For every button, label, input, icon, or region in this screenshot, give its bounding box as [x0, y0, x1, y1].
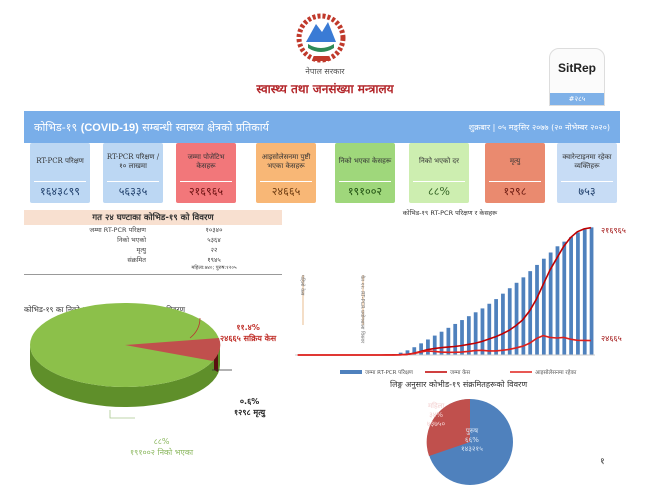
- test-bar: [541, 258, 546, 355]
- gender-pie-chart: [426, 398, 513, 485]
- sitrep-badge: SitRep #२८५: [549, 48, 605, 106]
- sitrep-number: #२८५: [550, 93, 604, 105]
- stat-card-value: २१६९६५: [188, 185, 224, 198]
- legend-label: आइसोलेसनमा रहेका: [535, 369, 577, 376]
- last-24h-title: गत २४ घण्टाका कोभिड-१९ को विवरण: [24, 210, 282, 225]
- stat-card: मृत्यु १२९८: [485, 143, 545, 203]
- test-bar: [528, 271, 533, 355]
- annotation-text: पहिलो केस: [299, 275, 306, 296]
- isolation-line: [297, 334, 591, 356]
- stat-card-value: ५६३३५: [118, 185, 148, 198]
- death-label: ०.६% १२९८ मृत्यु: [234, 397, 266, 417]
- test-bar: [439, 331, 444, 355]
- test-bar: [398, 352, 403, 355]
- test-bar: [582, 229, 587, 355]
- test-bar: [535, 264, 539, 355]
- test-bar: [419, 343, 423, 355]
- end-label-active: २४६६५: [601, 334, 622, 343]
- stat-card-label: आइसोलेसनमा पुष्टी भएका केसहरू: [261, 152, 311, 170]
- test-bar: [487, 303, 492, 355]
- test-bar: [494, 299, 498, 355]
- test-bar: [446, 327, 451, 355]
- stat-card: RT-PCR परिक्षण १६४३८९९: [30, 143, 90, 203]
- stat-card: आइसोलेसनमा पुष्टी भएका केसहरू २४६६५: [256, 143, 316, 203]
- test-bar: [501, 293, 505, 355]
- stat-card: RT-PCR परिक्षण /१० लाखमा ५६३३५: [103, 143, 163, 203]
- test-bar: [507, 288, 512, 355]
- legend-label: जम्मा केस: [450, 369, 470, 376]
- stat-card-label: क्वारेन्टाइनमा रहेका व्यक्तिहरू: [562, 152, 612, 170]
- test-bar: [548, 252, 553, 355]
- male-label: पुरुष ६६% १४३२१५: [461, 427, 483, 453]
- active-label: ११.४% २४६६५ सक्रिय केस: [220, 323, 277, 343]
- stat-card: निको भएका केसहरू १९१००२: [335, 143, 395, 203]
- stat-card: क्वारेन्टाइनमा रहेका व्यक्तिहरू ७५३: [557, 143, 617, 203]
- stat-card: जम्मा पोजेटिभ केसहरू २१६९६५: [176, 143, 236, 203]
- stat-card-label: RT-PCR परिक्षण /१० लाखमा: [106, 152, 160, 170]
- test-bar: [480, 308, 485, 355]
- test-bar: [412, 347, 417, 355]
- stat-card-value: १६४३८९९: [39, 185, 81, 198]
- pie-side-green: [30, 345, 220, 407]
- test-bar: [405, 350, 410, 355]
- test-bar: [432, 335, 437, 355]
- end-label-total: २१६९६५: [601, 226, 626, 235]
- government-label: नेपाल सरकार: [305, 67, 345, 76]
- test-bar: [569, 236, 573, 355]
- recovered-label: ८८% १९१००२ निको भएका: [130, 437, 194, 457]
- chart-title: कोभिड-१९ RT-PCR परिक्षण र केसहरू: [402, 209, 498, 217]
- title-banner: कोभिड-१९ (COVID-19) सम्बन्धी स्वास्थ्य क…: [24, 111, 620, 143]
- test-bar: [473, 312, 478, 355]
- test-bar: [555, 246, 560, 355]
- stat-card-value: ७५३: [578, 185, 596, 198]
- table-row: मृत्यु २२: [136, 246, 218, 254]
- stat-card-label: जम्मा पोजेटिभ केसहरू: [187, 152, 225, 170]
- stat-card-label: निको भएका केसहरू: [338, 157, 392, 166]
- divider: [24, 274, 282, 275]
- table-row: निको भएको ५३६४: [117, 236, 221, 244]
- gender-pie-title: लिङ्ग अनुसार कोभीड-१९ संक्रमितहरूको विवर…: [390, 380, 528, 389]
- test-bar: [576, 232, 580, 355]
- test-bar: [514, 282, 519, 355]
- stat-card-label: RT-PCR परिक्षण: [36, 157, 84, 166]
- nepal-emblem-logo: [296, 13, 346, 63]
- pie-slice-active: [125, 338, 221, 361]
- pie-slice-female: [426, 398, 470, 456]
- sitrep-label: SitRep: [557, 61, 596, 75]
- stat-card-label: मृत्यु: [509, 157, 521, 166]
- page-number: १: [600, 457, 605, 467]
- test-bar: [589, 227, 594, 355]
- stat-card-value: ८८%: [428, 185, 450, 198]
- last-24h-table: गत २४ घण्टाका कोभिड-१९ को विवरण जम्मा RT…: [24, 210, 282, 275]
- stat-card-label: निको भएको दर: [419, 157, 459, 166]
- stat-card-value: १२९८: [503, 185, 527, 198]
- stat-card: निको भएको दर ८८%: [409, 143, 469, 203]
- test-bar: [426, 339, 430, 355]
- table-row: जम्मा RT-PCR परिक्षण १०३४०: [89, 226, 223, 234]
- ministry-title: स्वास्थ्य तथा जनसंख्या मन्त्रालय: [256, 82, 394, 96]
- legend-swatch: [340, 370, 362, 374]
- legend-label: जम्मा RT-PCR परिक्षण: [365, 369, 414, 376]
- stat-card-value: १९१००२: [347, 185, 383, 198]
- stat-card-value: २४६६५: [271, 185, 301, 198]
- test-bar: [562, 241, 567, 355]
- table-row: संक्रमित १९४५ महिला:७४०; पुरुष:१२०५: [127, 256, 237, 271]
- test-bar: [466, 316, 471, 355]
- female-label: महिला ३४% ७३७५०: [427, 402, 446, 428]
- tests-cases-chart: पहिलो केस चैत ११: RT-PCR प्रयोगशाला विस्त…: [295, 226, 626, 376]
- annotation-text: चैत ११: RT-PCR प्रयोगशाला विस्तार: [359, 275, 366, 344]
- test-bar: [453, 323, 458, 355]
- test-bar: [521, 277, 526, 355]
- report-date: शुक्रबार | ०५ मङ्सिर २०७७ (२० नोभेम्बर २…: [468, 122, 610, 132]
- test-bar: [460, 320, 464, 355]
- report-title: कोभिड-१९ (COVID-19) सम्बन्धी स्वास्थ्य क…: [34, 120, 269, 134]
